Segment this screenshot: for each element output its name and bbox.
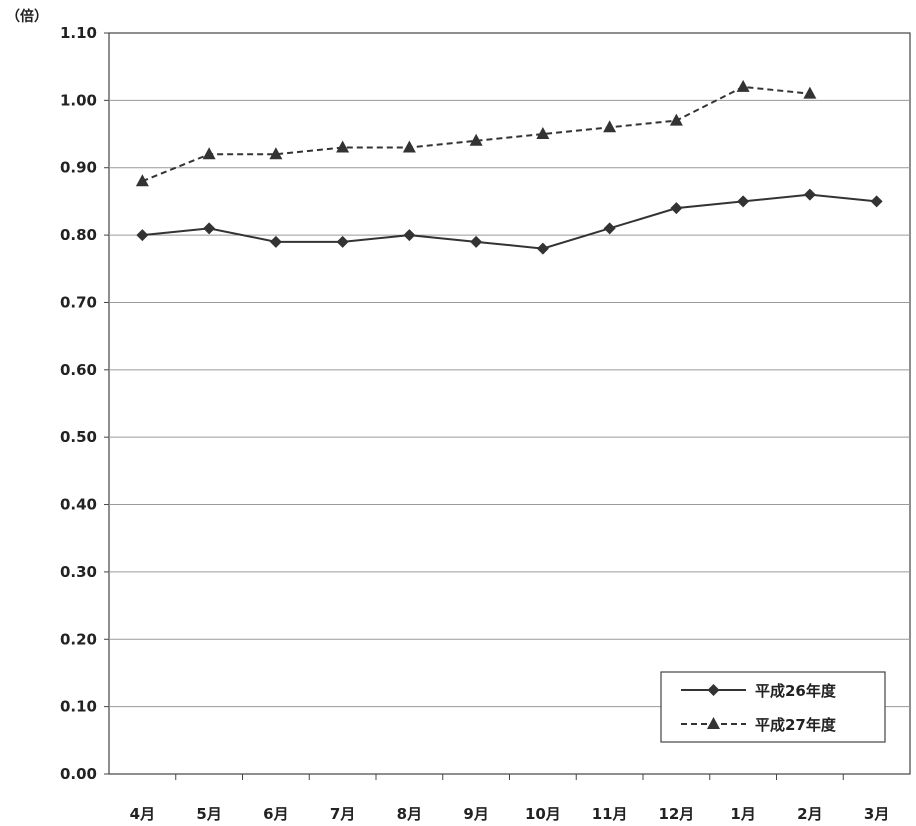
plot-area (108, 32, 911, 775)
x-tick-label: 3月 (864, 805, 889, 823)
x-tick-label: 6月 (263, 805, 288, 823)
y-tick-label: 0.00 (60, 765, 97, 783)
series-1-point (269, 147, 283, 160)
series-line-0 (142, 193, 877, 250)
x-tick-label: 7月 (330, 805, 355, 823)
x-tick-label: 8月 (397, 805, 422, 823)
series-line-1 (142, 85, 810, 183)
series-1-point (469, 133, 483, 146)
y-tick-label: 1.00 (60, 91, 97, 109)
series-1-point (402, 140, 416, 153)
series-0-point (803, 188, 816, 201)
series-0-point (670, 202, 683, 215)
series-1-point (736, 79, 750, 92)
y-tick-label: 1.10 (60, 24, 97, 42)
series-0-point (403, 229, 416, 242)
legend-marker-series-1 (707, 717, 720, 729)
x-tick-label: 1月 (730, 805, 755, 823)
y-tick-label: 0.90 (60, 159, 97, 177)
series-0-point (737, 195, 750, 208)
series-1-point (803, 86, 817, 99)
series-0-point (136, 229, 149, 242)
x-tick-label: 4月 (130, 805, 155, 823)
y-tick-label: 0.80 (60, 226, 97, 244)
series-0-point (603, 222, 616, 235)
y-tick-label: 0.40 (60, 496, 97, 514)
x-tick-label: 12月 (658, 805, 694, 823)
y-tick-label: 0.70 (60, 293, 97, 311)
x-tick-label: 10月 (525, 805, 561, 823)
x-tick-label: 11月 (592, 805, 628, 823)
y-tick-label: 0.10 (60, 698, 97, 716)
legend-box (660, 671, 886, 743)
series-1-point (603, 120, 617, 133)
series-layer (135, 79, 883, 255)
y-axis: 0.00 0.10 0.20 0.30 0.40 0.50 0.60 0.70 0.80 0.90… (60, 24, 109, 783)
y-tick-label: 0.20 (60, 630, 97, 648)
legend-label-series-0: 平成26年度 (755, 682, 837, 700)
series-1-point (669, 113, 683, 126)
series-1-point (536, 127, 550, 140)
legend: 平成26年度 平成27年度 (660, 671, 886, 743)
y-axis-unit-label: （倍） (6, 8, 48, 25)
series-0-point (336, 235, 349, 248)
series-1-point (336, 140, 350, 153)
legend-marker-series-0 (707, 684, 720, 696)
series-0-point (470, 235, 483, 248)
gridlines (109, 99, 910, 708)
x-axis: 4月 5月 6月 7月 8月 9月 10月 11月 12月 1月 2月 3月 (130, 774, 889, 823)
series-1-point (202, 147, 216, 160)
legend-label-series-1: 平成27年度 (755, 716, 837, 734)
series-0-point (870, 195, 883, 208)
x-tick-label: 5月 (196, 805, 221, 823)
y-tick-label: 0.30 (60, 563, 97, 581)
series-0-point (203, 222, 216, 235)
x-tick-label: 9月 (463, 805, 488, 823)
y-tick-label: 0.60 (60, 361, 97, 379)
series-1-point (135, 174, 149, 187)
y-tick-label: 0.50 (60, 428, 97, 446)
series-0-point (536, 242, 549, 255)
x-tick-label: 2月 (797, 805, 822, 823)
series-0-point (269, 235, 282, 248)
